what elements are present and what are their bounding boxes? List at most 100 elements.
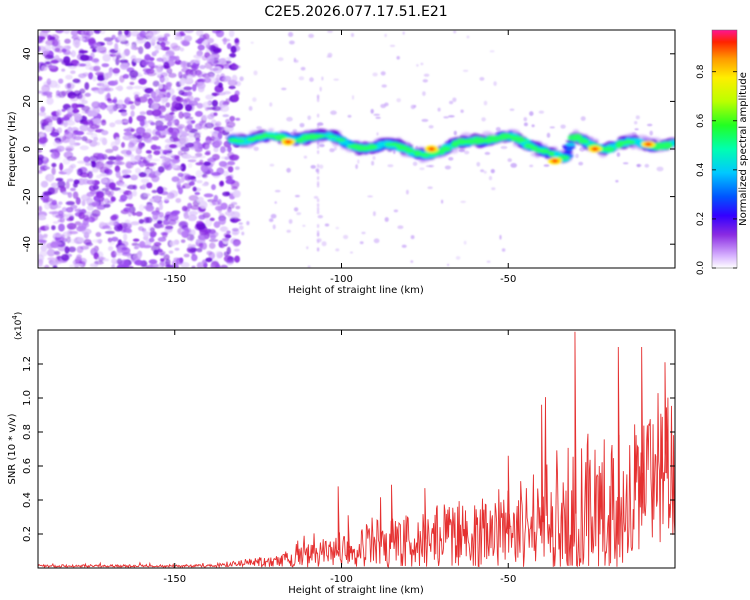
noise-blob	[151, 135, 160, 141]
noise-blob	[228, 212, 235, 219]
colorbar-gradient	[712, 30, 737, 268]
noise-blob	[65, 181, 70, 189]
noise-blob	[38, 111, 47, 117]
noise-blob	[121, 247, 128, 251]
noise-blob	[79, 257, 87, 265]
y-tick-label: 40	[22, 47, 33, 60]
noise-blob	[51, 167, 56, 176]
noise-blob	[523, 117, 528, 122]
noise-blob	[488, 176, 493, 181]
snr-x-label: Height of straight line (km)	[288, 585, 424, 596]
noise-blob	[221, 237, 230, 242]
noise-blob	[253, 70, 258, 76]
noise-blob	[54, 251, 61, 256]
noise-blob	[248, 106, 253, 111]
noise-blob	[121, 169, 132, 175]
noise-blob	[133, 91, 141, 96]
noise-blob	[98, 200, 105, 207]
noise-blob	[163, 76, 169, 83]
noise-blob	[384, 33, 387, 38]
noise-blob	[142, 183, 147, 190]
noise-blob	[66, 222, 77, 230]
noise-blob	[153, 30, 161, 35]
noise-blob	[226, 42, 232, 50]
noise-blob	[112, 104, 118, 112]
noise-blob	[117, 99, 124, 105]
noise-blob	[197, 81, 206, 90]
noise-blob	[443, 116, 449, 119]
noise-blob	[250, 41, 254, 44]
noise-blob	[123, 131, 132, 136]
noise-blob	[231, 227, 239, 232]
noise-blob	[64, 63, 74, 67]
signal-blob	[565, 142, 576, 147]
noise-blob	[359, 241, 364, 245]
noise-blob	[182, 98, 188, 107]
noise-blob	[159, 203, 163, 211]
noise-blob	[91, 201, 100, 208]
noise-blob	[191, 229, 196, 236]
noise-blob	[117, 104, 124, 109]
noise-blob	[230, 45, 237, 54]
noise-blob	[138, 172, 147, 178]
noise-blob	[148, 62, 155, 67]
y-tick-label: 1.2	[22, 356, 33, 372]
noise-blob	[316, 232, 320, 237]
noise-blob	[192, 84, 197, 92]
noise-blob	[130, 221, 140, 226]
noise-blob	[147, 72, 157, 77]
noise-blob	[114, 43, 119, 51]
spectrogram-x-axis: -150 -100 -50	[163, 30, 516, 285]
signal-blob	[394, 143, 403, 148]
noise-blob	[316, 113, 320, 118]
noise-blob	[92, 118, 102, 124]
noise-blob	[78, 222, 87, 231]
y-tick-label: 0	[22, 146, 33, 152]
noise-blob	[234, 255, 241, 263]
noise-blob	[233, 215, 241, 219]
noise-blob	[61, 254, 70, 261]
noise-blob	[163, 61, 170, 69]
noise-blob	[51, 132, 59, 138]
noise-blob	[70, 70, 76, 74]
noise-blob	[96, 239, 103, 244]
noise-blob	[226, 56, 232, 60]
noise-blob	[635, 115, 640, 120]
noise-blob	[148, 100, 155, 104]
noise-blob	[66, 156, 77, 161]
noise-blob	[246, 221, 250, 226]
noise-blob	[63, 120, 68, 128]
noise-blob	[98, 80, 103, 88]
noise-blob	[67, 178, 74, 182]
noise-blob	[72, 39, 81, 48]
signal-blob	[297, 137, 305, 143]
signal-blob	[476, 137, 487, 144]
noise-blob	[106, 40, 113, 46]
noise-blob	[141, 59, 148, 66]
noise-blob	[134, 98, 141, 106]
noise-blob	[220, 146, 226, 154]
noise-blob	[204, 122, 214, 129]
noise-blob	[83, 30, 90, 36]
noise-blob	[110, 215, 118, 221]
noise-blob	[79, 88, 86, 94]
noise-blob	[64, 246, 70, 254]
noise-blob	[644, 163, 650, 168]
y-tick-label: -40	[22, 236, 33, 252]
noise-blob	[286, 167, 291, 173]
snr-scale-factor: (x104)	[11, 312, 24, 340]
noise-blob	[656, 166, 664, 172]
signal-blob	[565, 147, 573, 151]
noise-blob	[128, 191, 133, 197]
noise-blob	[183, 211, 189, 220]
noise-blob	[198, 214, 206, 220]
noise-blob	[150, 144, 158, 151]
noise-blob	[45, 116, 55, 122]
noise-blob	[164, 197, 170, 202]
noise-blob	[166, 68, 173, 74]
noise-blob	[160, 258, 165, 262]
x-tick-label: -150	[163, 274, 186, 285]
x-tick-label: -100	[330, 274, 353, 285]
noise-blob	[130, 128, 136, 132]
noise-blob	[86, 179, 95, 185]
